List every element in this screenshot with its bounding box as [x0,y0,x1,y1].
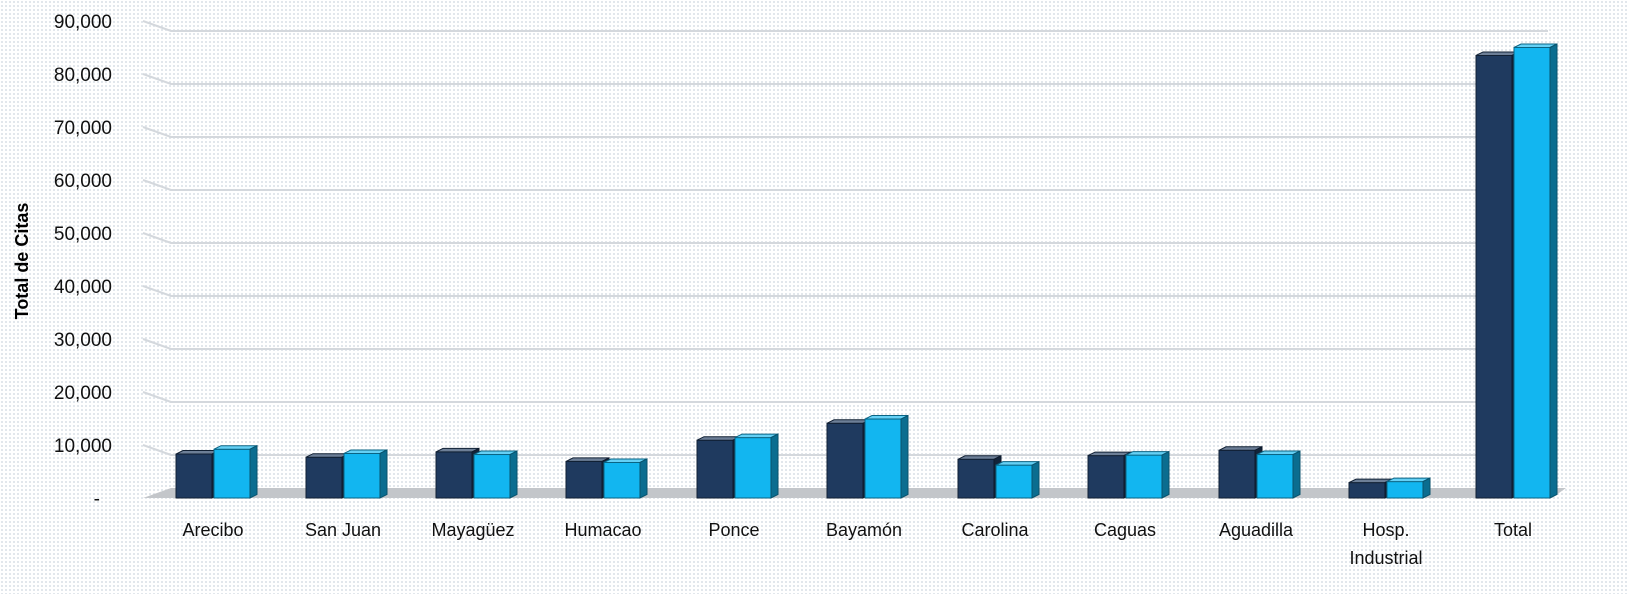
bars [176,44,1557,498]
gridline [143,339,1548,349]
bar-side [640,459,647,498]
bar [306,454,349,498]
bar [1514,44,1557,498]
bar [1219,447,1262,498]
bar-side [1293,451,1300,498]
bar [1257,451,1300,498]
y-tick-label: 50,000 [54,224,112,245]
bar [176,451,219,498]
y-tick-label: 20,000 [54,383,112,404]
bar [958,456,1001,498]
bar-front [604,462,640,498]
bar [697,437,740,498]
x-category-label: Bayamón [826,520,902,540]
bar-front [1126,455,1162,498]
bar-front [176,454,212,498]
bar [735,434,778,498]
bar-side [380,450,387,498]
bar [214,446,257,498]
x-category-label: Carolina [961,520,1029,540]
y-tick-label: 30,000 [54,330,112,351]
bar-side [510,451,517,498]
y-tick-label: 60,000 [54,171,112,192]
x-category-label: Ponce [708,520,759,540]
bar-front [1514,48,1550,499]
bar [474,451,517,498]
gridline [143,233,1548,243]
x-category-label: Industrial [1349,548,1422,568]
bar-front [1088,456,1124,498]
bar [604,459,647,498]
y-tick-label: - [94,489,100,510]
gridline [143,286,1548,296]
bar-front [865,419,901,498]
y-tick-label: 80,000 [54,65,112,86]
gridline [143,180,1548,190]
bar-front [1476,55,1512,498]
x-category-label: Arecibo [182,520,243,540]
x-category-label: Aguadilla [1219,520,1294,540]
bar [865,416,908,498]
bar-side [1550,44,1557,498]
gridline [143,392,1548,402]
y-axis-ticks: - 10,000 20,000 30,000 40,000 50,000 60,000 70,… [54,12,112,510]
bar-front [566,461,602,498]
bar-front [697,440,733,498]
bar-side [771,434,778,498]
x-category-label: Mayagüez [431,520,514,540]
gridlines [143,21,1548,455]
bar-front [306,457,342,498]
bar-front [958,459,994,498]
gridline [143,74,1548,84]
x-category-label: Hosp. [1362,520,1409,540]
y-tick-label: 40,000 [54,277,112,298]
x-axis-labels: Arecibo San Juan Mayagüez Humacao Ponce Bayam… [182,520,1532,568]
bar [1088,452,1131,498]
bar-front [1349,483,1385,498]
x-category-label: Humacao [564,520,641,540]
bar [1476,52,1519,498]
y-tick-label: 10,000 [54,436,112,457]
gridline [143,127,1548,137]
bar [996,462,1039,498]
y-tick-label: 90,000 [54,12,112,33]
bar [827,420,870,498]
bar-side [1032,462,1039,498]
x-category-label: Caguas [1094,520,1156,540]
y-tick-label: 70,000 [54,118,112,139]
bar-front [827,423,863,498]
bar-side [901,416,908,498]
bar-side [250,446,257,498]
bar-front [1257,455,1293,498]
x-category-label: San Juan [305,520,381,540]
bar [1126,452,1169,498]
bar-front [1219,450,1255,498]
bar-front [214,449,250,498]
bar [1387,478,1430,498]
bar [566,458,609,498]
bar-front [1387,482,1423,498]
bar-side [1162,452,1169,498]
bar-front [735,438,771,498]
bar [344,450,387,498]
bar-front [996,465,1032,498]
gridline [143,21,1548,31]
y-axis-title: Total de Citas [12,203,32,320]
bar [436,448,479,498]
bar-front [474,455,510,498]
bar-side [1423,478,1430,498]
x-category-label: Total [1494,520,1532,540]
bar-front [344,453,380,498]
bar-front [436,452,472,498]
bar [1349,479,1392,498]
